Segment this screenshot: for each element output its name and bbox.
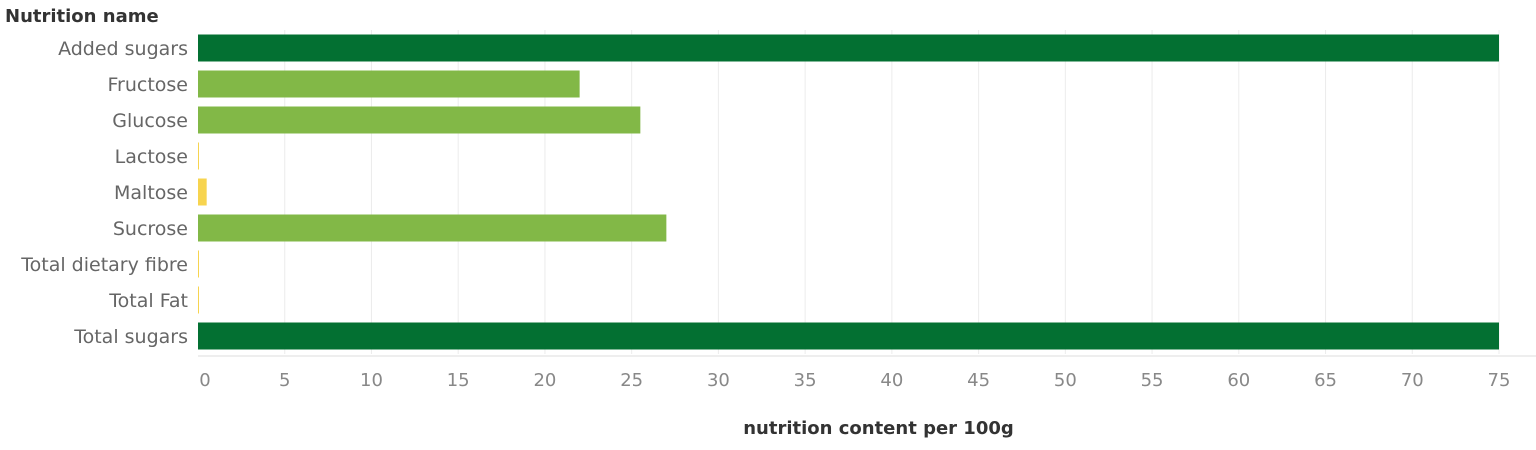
x-tick-label: 55 [1141,370,1164,391]
category-label: Total dietary fibre [20,254,188,276]
x-tick-label: 20 [533,370,556,391]
category-label: Maltose [114,182,188,204]
x-tick-label: 60 [1227,370,1250,391]
category-label: Total sugars [73,326,188,348]
x-axis-title: nutrition content per 100g [743,418,1014,439]
x-tick-label: 45 [967,370,990,391]
x-tick-label: 25 [620,370,643,391]
category-label: Fructose [107,74,188,96]
bar [198,250,199,278]
bar [198,34,1499,62]
gridlines [284,30,1500,354]
row-header-title: Nutrition name [5,6,159,27]
category-label: Glucose [112,110,188,132]
bar [198,142,199,170]
category-label: Sucrose [113,218,188,240]
x-axis-ticks: 0 5 10 15 20 25 30 35 40 45 50 55 60 65 70 75 [199,370,1510,391]
x-tick-label: 50 [1054,370,1077,391]
x-tick-label: 40 [880,370,903,391]
category-label: Total Fat [108,290,188,312]
bars [198,34,1499,350]
bar [198,178,207,206]
x-tick-label: 15 [447,370,470,391]
bar [198,286,199,314]
x-tick-label: 10 [360,370,383,391]
x-tick-label: 30 [707,370,730,391]
x-tick-label: 0 [199,370,210,391]
category-labels: Added sugars Fructose Glucose Lactose Maltos… [20,38,188,348]
x-tick-label: 75 [1488,370,1511,391]
x-tick-label: 70 [1401,370,1424,391]
x-tick-label: 65 [1314,370,1337,391]
bar [198,322,1499,350]
bar [198,214,667,242]
x-tick-label: 35 [794,370,817,391]
category-label: Lactose [115,146,188,168]
bar [198,106,641,134]
x-tick-label: 5 [279,370,290,391]
bar [198,70,580,98]
category-label: Added sugars [58,38,188,60]
